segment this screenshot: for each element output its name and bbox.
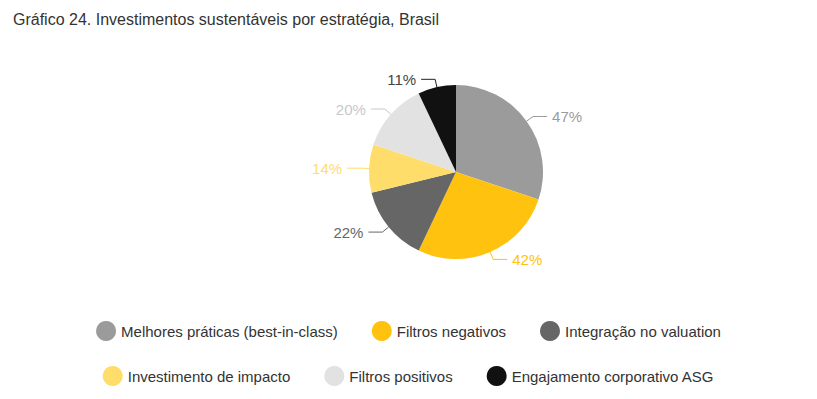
svg-text:Melhores práticas (best-in-cla: Melhores práticas (best-in-class)	[121, 323, 338, 340]
svg-text:Filtros negativos: Filtros negativos	[397, 323, 506, 340]
svg-text:Engajamento corporativo ASG: Engajamento corporativo ASG	[512, 368, 714, 385]
svg-text:14%: 14%	[312, 160, 342, 177]
svg-text:20%: 20%	[336, 101, 366, 118]
svg-text:22%: 22%	[333, 224, 363, 241]
svg-text:42%: 42%	[512, 251, 542, 268]
svg-text:11%: 11%	[387, 71, 416, 88]
svg-text:47%: 47%	[552, 108, 582, 125]
svg-text:Filtros positivos: Filtros positivos	[349, 368, 452, 385]
svg-text:Integração no valuation: Integração no valuation	[565, 323, 721, 340]
svg-text:Gráfico 24. Investimentos sust: Gráfico 24. Investimentos sustentáveis p…	[13, 11, 439, 28]
svg-text:Investimento de impacto: Investimento de impacto	[128, 368, 291, 385]
